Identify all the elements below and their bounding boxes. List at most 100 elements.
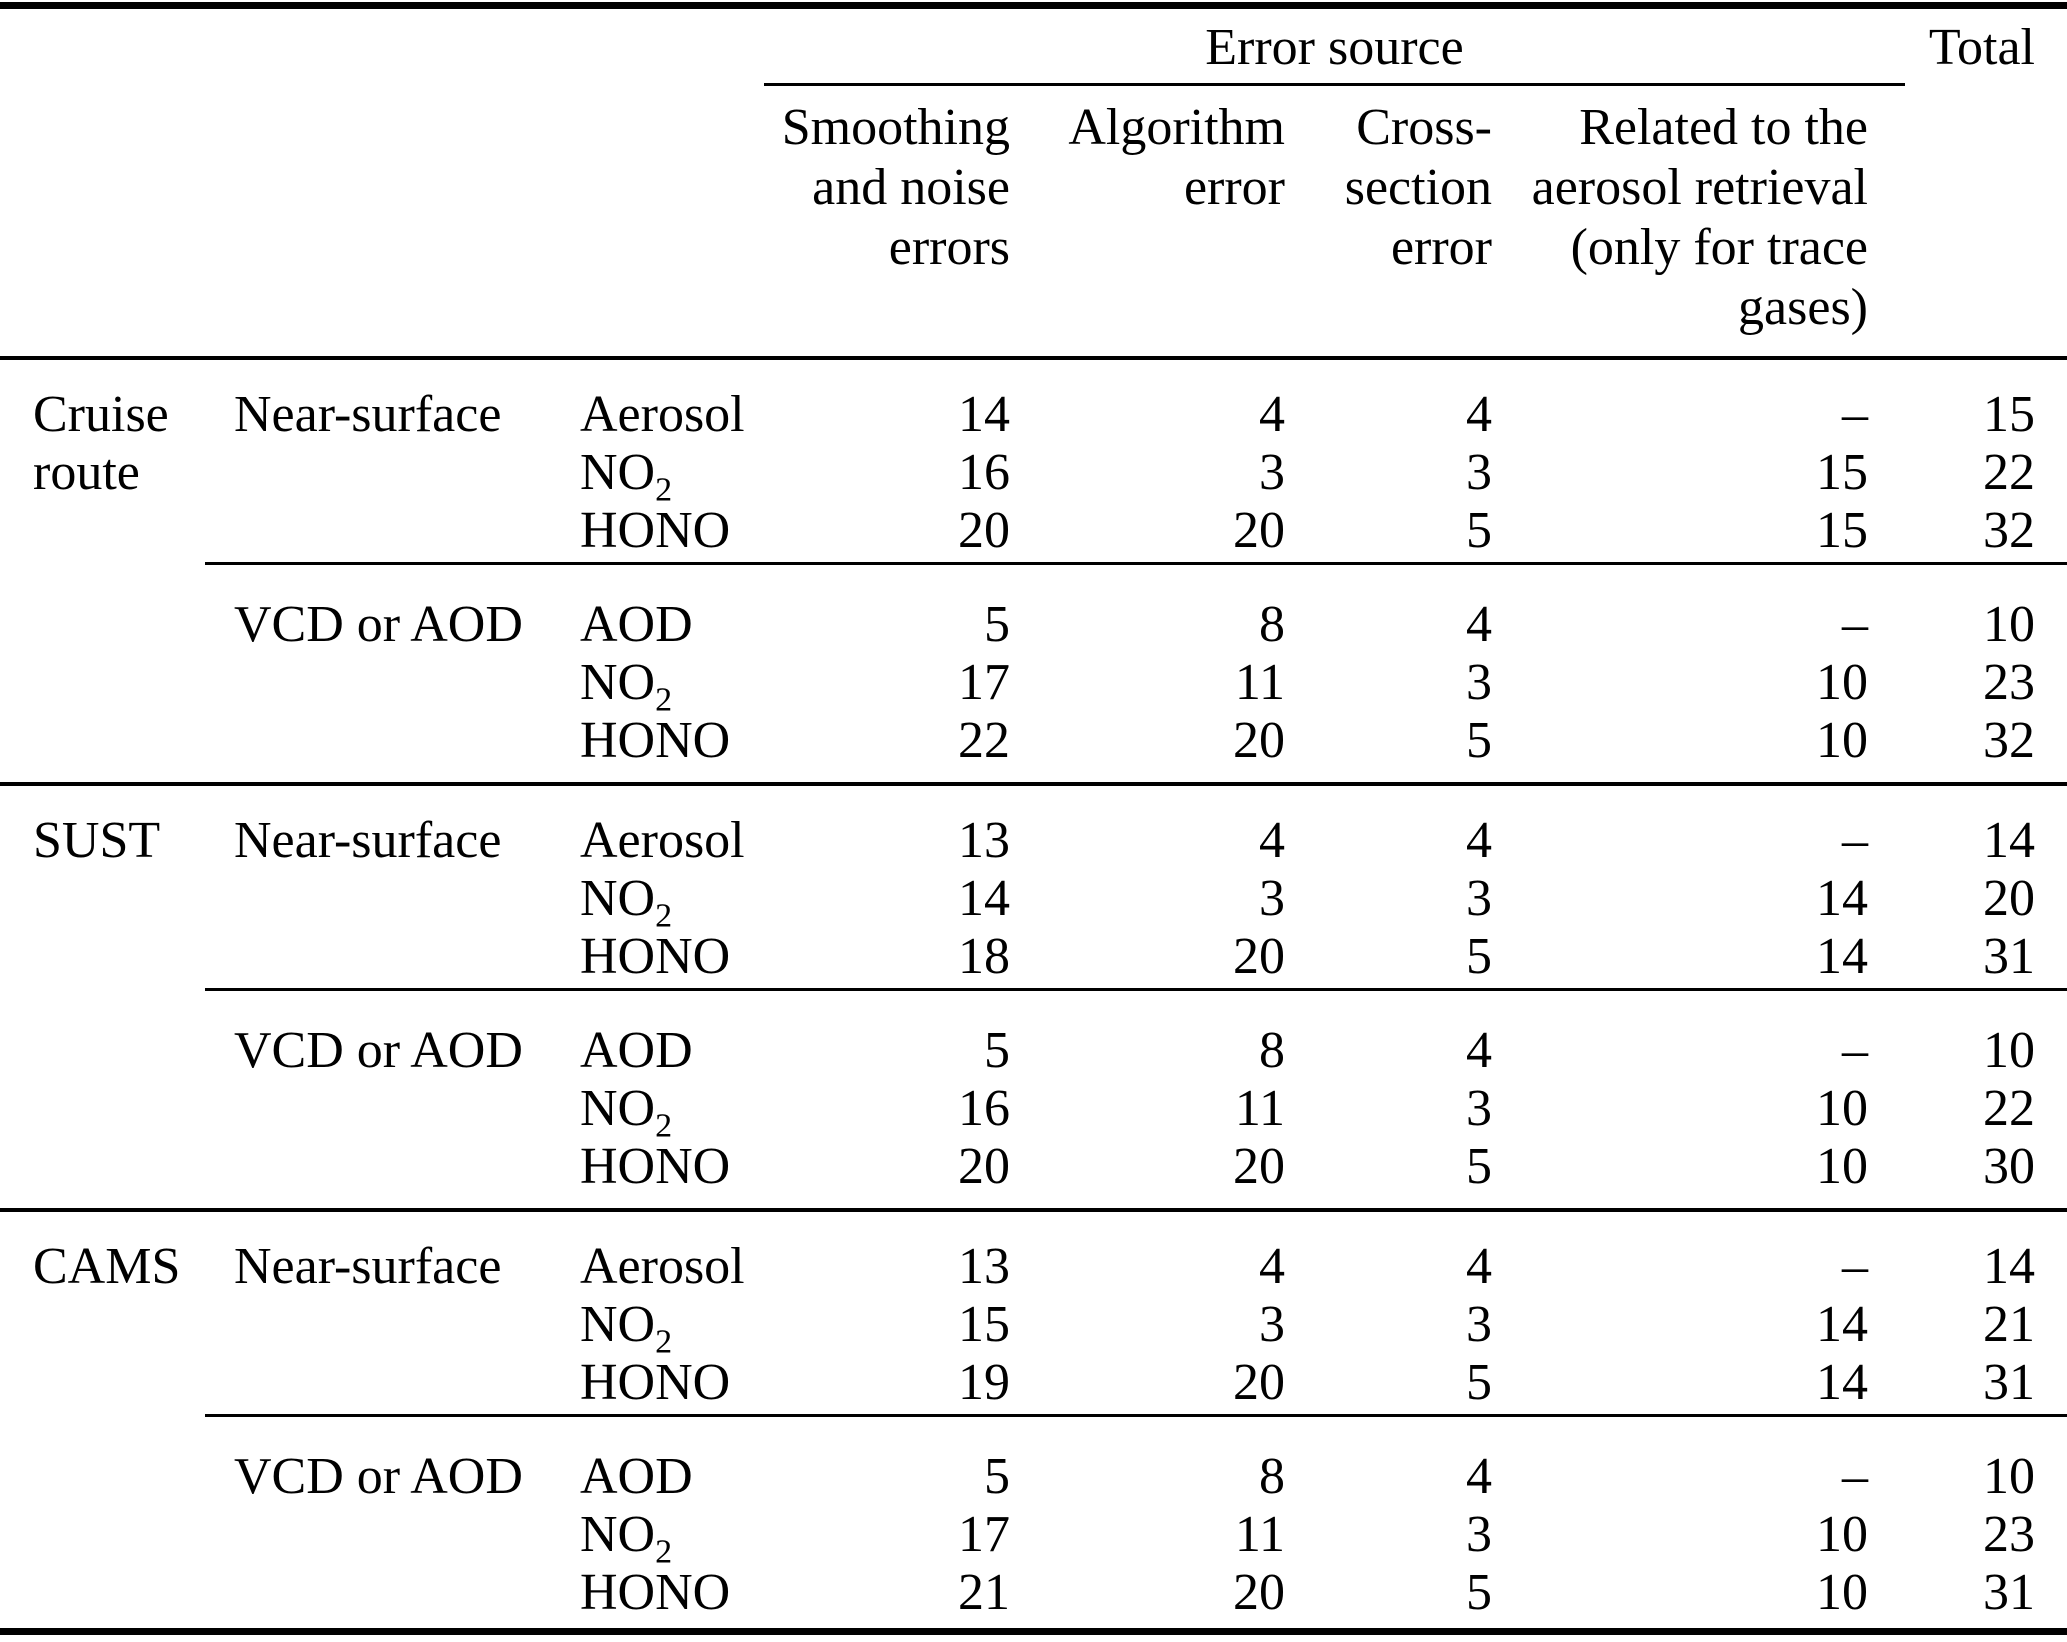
species-label: Aerosol bbox=[580, 1238, 745, 1295]
section-label: Near-surface bbox=[234, 386, 502, 443]
value-cell: 3 bbox=[1466, 1506, 1492, 1563]
value-cell: 22 bbox=[958, 712, 1010, 769]
section-near-surface: CAMS Near-surface Aerosol 13 4 4 – 14 NO… bbox=[0, 1212, 2067, 1414]
value-cell: 14 bbox=[958, 386, 1010, 443]
species-label: NO2 bbox=[580, 1506, 673, 1571]
total-cell: 20 bbox=[1983, 870, 2035, 927]
subsection-rule bbox=[205, 562, 2067, 565]
value-cell: 20 bbox=[958, 502, 1010, 559]
value-cell: 5 bbox=[1466, 712, 1492, 769]
section-label: Near-surface bbox=[234, 812, 502, 869]
value-cell: – bbox=[1842, 1022, 1868, 1079]
species-label: HONO bbox=[580, 502, 731, 559]
value-cell: 3 bbox=[1466, 654, 1492, 711]
value-cell: 11 bbox=[1234, 1080, 1285, 1137]
value-cell: 20 bbox=[1233, 1564, 1285, 1621]
species-label: HONO bbox=[580, 928, 731, 985]
group-cruise-route: Cruise route Near-surface Aerosol 14 4 4… bbox=[0, 360, 2067, 786]
value-cell: – bbox=[1842, 596, 1868, 653]
value-cell: 14 bbox=[1816, 928, 1868, 985]
value-cell: 4 bbox=[1466, 1448, 1492, 1505]
total-cell: 22 bbox=[1983, 444, 2035, 501]
value-cell: 4 bbox=[1466, 1022, 1492, 1079]
value-cell: 17 bbox=[958, 1506, 1010, 1563]
value-cell: 14 bbox=[1816, 870, 1868, 927]
value-cell: 10 bbox=[1816, 1080, 1868, 1137]
value-cell: 14 bbox=[1816, 1296, 1868, 1353]
value-cell: 3 bbox=[1466, 870, 1492, 927]
species-label: NO2 bbox=[580, 1296, 673, 1361]
section-label: Near-surface bbox=[234, 1238, 502, 1295]
value-cell: 4 bbox=[1466, 386, 1492, 443]
value-cell: 16 bbox=[958, 1080, 1010, 1137]
total-cell: 22 bbox=[1983, 1080, 2035, 1137]
bottom-rule bbox=[0, 1628, 2067, 1635]
section-label: VCD or AOD bbox=[234, 596, 523, 653]
error-source-underline bbox=[764, 83, 1905, 86]
value-cell: 10 bbox=[1816, 1138, 1868, 1195]
section-vcd-or-aod: VCD or AOD AOD 5 8 4 – 10 NO2 17 11 3 10… bbox=[0, 1417, 2067, 1628]
total-cell: 30 bbox=[1983, 1138, 2035, 1195]
value-cell: 16 bbox=[958, 444, 1010, 501]
total-cell: 31 bbox=[1983, 1564, 2035, 1621]
species-label: HONO bbox=[580, 712, 731, 769]
total-cell: 21 bbox=[1983, 1296, 2035, 1353]
value-cell: 5 bbox=[984, 1022, 1010, 1079]
value-cell: – bbox=[1842, 1238, 1868, 1295]
group-rule bbox=[0, 1208, 2067, 1212]
total-cell: 31 bbox=[1983, 928, 2035, 985]
value-cell: 4 bbox=[1259, 812, 1285, 869]
value-cell: 8 bbox=[1259, 596, 1285, 653]
value-cell: – bbox=[1842, 386, 1868, 443]
value-cell: 4 bbox=[1466, 596, 1492, 653]
group-sust: SUST Near-surface Aerosol 13 4 4 – 14 NO… bbox=[0, 786, 2067, 1212]
total-cell: 10 bbox=[1983, 1448, 2035, 1505]
total-cell: 14 bbox=[1983, 812, 2035, 869]
value-cell: 4 bbox=[1259, 386, 1285, 443]
species-label: AOD bbox=[580, 1022, 693, 1079]
value-cell: 11 bbox=[1234, 1506, 1285, 1563]
value-cell: 21 bbox=[958, 1564, 1010, 1621]
value-cell: 5 bbox=[1466, 1564, 1492, 1621]
value-cell: 15 bbox=[1816, 502, 1868, 559]
subsection-rule bbox=[205, 988, 2067, 991]
species-label: AOD bbox=[580, 1448, 693, 1505]
value-cell: 11 bbox=[1234, 654, 1285, 711]
value-cell: 8 bbox=[1259, 1022, 1285, 1079]
species-label: Aerosol bbox=[580, 812, 745, 869]
value-cell: 10 bbox=[1816, 1564, 1868, 1621]
group-cams: CAMS Near-surface Aerosol 13 4 4 – 14 NO… bbox=[0, 1212, 2067, 1635]
value-cell: 17 bbox=[958, 654, 1010, 711]
value-cell: 10 bbox=[1816, 654, 1868, 711]
column-header-smoothing: Smoothing and noise errors bbox=[781, 99, 1010, 276]
total-cell: 14 bbox=[1983, 1238, 2035, 1295]
value-cell: – bbox=[1842, 812, 1868, 869]
value-cell: 10 bbox=[1816, 712, 1868, 769]
species-label: NO2 bbox=[580, 870, 673, 935]
value-cell: 20 bbox=[1233, 1138, 1285, 1195]
subsection-rule bbox=[205, 1414, 2067, 1417]
column-header-aerosol-retrieval: Related to the aerosol retrieval (only f… bbox=[1531, 99, 1868, 336]
value-cell: 13 bbox=[958, 812, 1010, 869]
column-header-algorithm: Algorithm error bbox=[1068, 99, 1285, 216]
value-cell: 20 bbox=[1233, 712, 1285, 769]
section-vcd-or-aod: VCD or AOD AOD 5 8 4 – 10 NO2 16 11 3 10… bbox=[0, 991, 2067, 1208]
value-cell: 5 bbox=[1466, 1354, 1492, 1411]
value-cell: 20 bbox=[1233, 928, 1285, 985]
total-cell: 32 bbox=[1983, 712, 2035, 769]
header-body-rule bbox=[0, 356, 2067, 360]
species-label: Aerosol bbox=[580, 386, 745, 443]
species-label: NO2 bbox=[580, 654, 673, 719]
value-cell: 3 bbox=[1466, 1080, 1492, 1137]
value-cell: 14 bbox=[1816, 1354, 1868, 1411]
value-cell: 19 bbox=[958, 1354, 1010, 1411]
value-cell: 3 bbox=[1259, 444, 1285, 501]
value-cell: 3 bbox=[1466, 1296, 1492, 1353]
value-cell: 5 bbox=[1466, 502, 1492, 559]
total-cell: 10 bbox=[1983, 596, 2035, 653]
value-cell: 5 bbox=[1466, 928, 1492, 985]
value-cell: 5 bbox=[1466, 1138, 1492, 1195]
total-header: Total bbox=[1928, 19, 2035, 76]
value-cell: 4 bbox=[1466, 1238, 1492, 1295]
